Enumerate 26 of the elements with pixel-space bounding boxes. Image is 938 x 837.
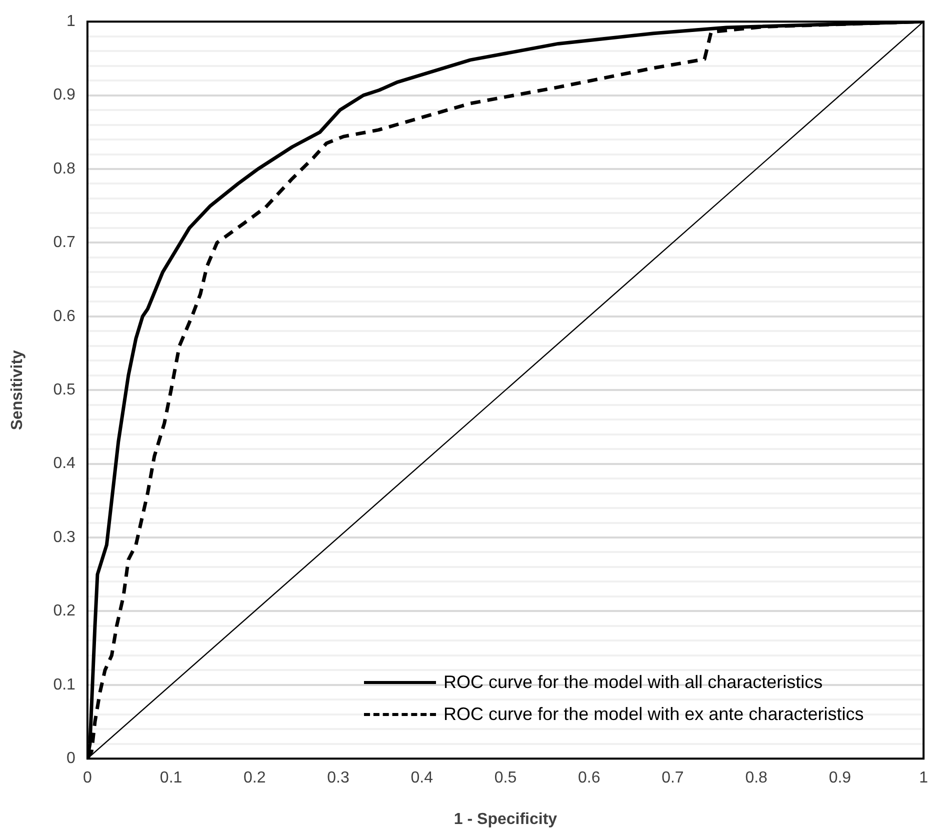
y-tick-label: 0.2 bbox=[53, 602, 76, 620]
y-tick-label: 0.7 bbox=[53, 234, 76, 252]
y-tick-label: 1 bbox=[66, 13, 76, 30]
x-tick-label: 0.1 bbox=[160, 770, 182, 787]
legend-label: ROC curve for the model with all characteristics bbox=[444, 670, 824, 694]
y-tick-label: 0.9 bbox=[53, 86, 76, 104]
y-axis-title: Sensitivity bbox=[9, 350, 26, 430]
y-tick-label: 0.6 bbox=[53, 308, 76, 325]
x-axis-title: 1 - Specificity bbox=[454, 810, 558, 828]
y-tick-label: 0.5 bbox=[53, 382, 76, 399]
y-tick-label: 0.8 bbox=[53, 160, 76, 178]
y-tick-label: 0.4 bbox=[53, 455, 76, 472]
x-tick-label: 0.8 bbox=[745, 770, 768, 787]
x-tick-label: 1 bbox=[919, 770, 928, 787]
x-tick-label: 0.6 bbox=[578, 770, 600, 787]
y-tick-label: 0.3 bbox=[53, 528, 76, 546]
x-tick-label: 0 bbox=[82, 770, 92, 787]
x-tick-label: 0.7 bbox=[662, 770, 684, 787]
y-tick-label: 0 bbox=[66, 750, 76, 768]
x-tick-label: 0.4 bbox=[410, 770, 434, 787]
y-tick-label: 0.1 bbox=[53, 676, 76, 694]
x-tick-label: 0.2 bbox=[244, 770, 266, 787]
x-tick-label: 0.3 bbox=[327, 770, 350, 787]
x-tick-label: 0.5 bbox=[494, 770, 517, 787]
legend-label: ROC curve for the model with ex ante characteristics bbox=[444, 702, 865, 726]
x-tick-label: 0.9 bbox=[828, 770, 852, 787]
